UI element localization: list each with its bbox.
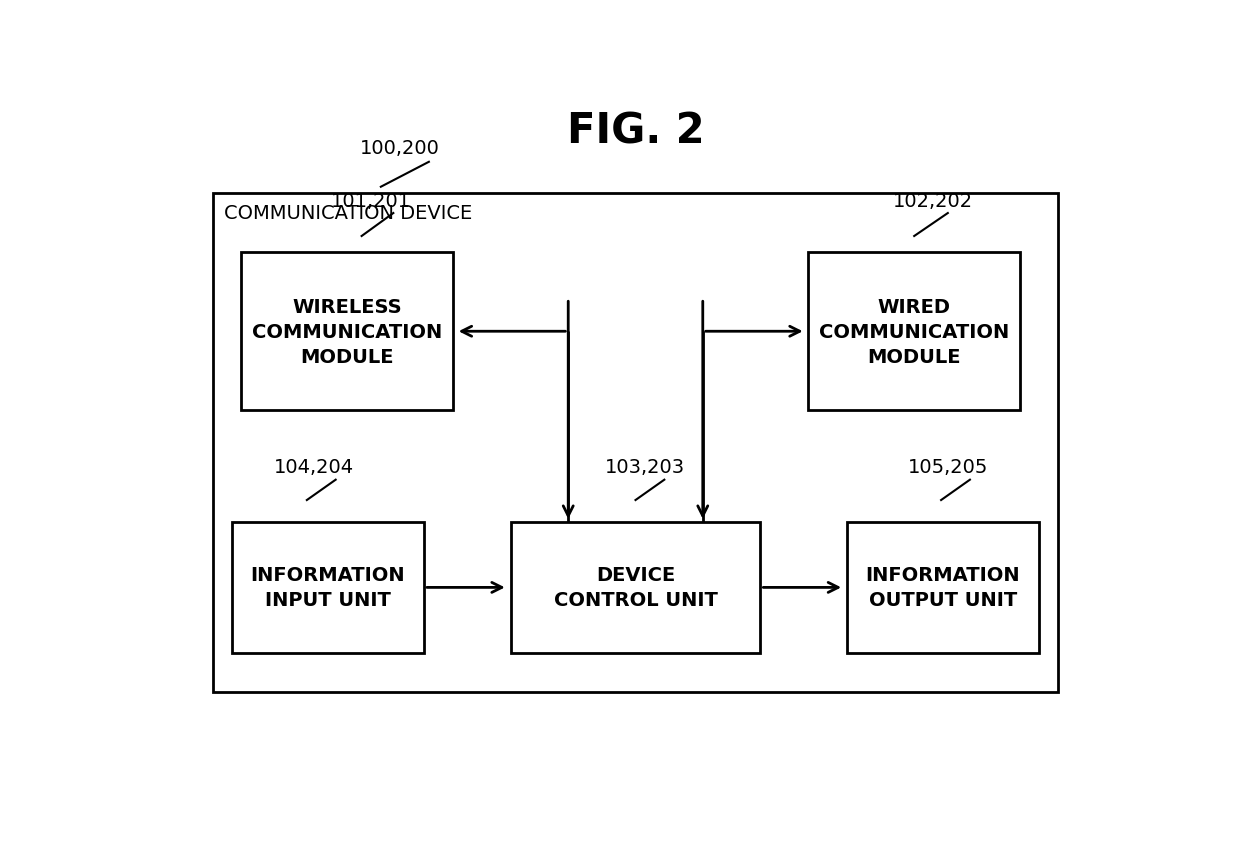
Bar: [847, 522, 1039, 653]
Text: 102,202: 102,202: [893, 192, 973, 210]
Text: DEVICE
CONTROL UNIT: DEVICE CONTROL UNIT: [553, 566, 718, 610]
Text: 100,200: 100,200: [360, 139, 440, 158]
Text: 104,204: 104,204: [274, 458, 353, 476]
Text: COMMUNICATION DEVICE: COMMUNICATION DEVICE: [224, 204, 472, 223]
Text: WIRED
COMMUNICATION
MODULE: WIRED COMMUNICATION MODULE: [820, 297, 1009, 366]
Text: 101,201: 101,201: [331, 192, 412, 210]
Text: INFORMATION
INPUT UNIT: INFORMATION INPUT UNIT: [250, 566, 405, 610]
Text: 103,203: 103,203: [605, 458, 686, 476]
Bar: [242, 253, 453, 411]
Bar: [511, 522, 760, 653]
Text: 105,205: 105,205: [908, 458, 988, 476]
Text: WIRELESS
COMMUNICATION
MODULE: WIRELESS COMMUNICATION MODULE: [252, 297, 443, 366]
Bar: [232, 522, 424, 653]
Bar: [808, 253, 1019, 411]
Text: FIG. 2: FIG. 2: [567, 111, 704, 153]
Text: INFORMATION
OUTPUT UNIT: INFORMATION OUTPUT UNIT: [866, 566, 1021, 610]
Bar: [213, 194, 1058, 693]
